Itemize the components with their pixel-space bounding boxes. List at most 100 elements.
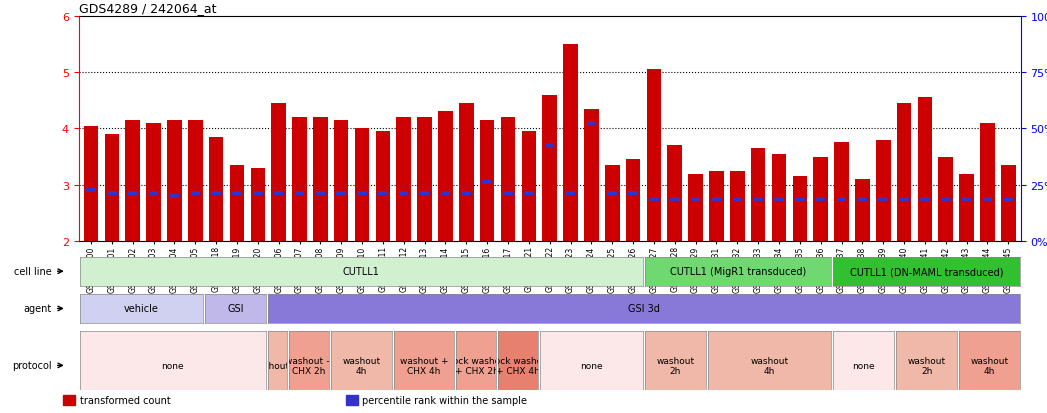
Bar — [346, 395, 358, 405]
Text: washout
2h: washout 2h — [656, 356, 694, 375]
Bar — [438, 112, 452, 242]
Bar — [857, 197, 867, 202]
Text: CUTLL1 (DN-MAML transduced): CUTLL1 (DN-MAML transduced) — [850, 266, 1003, 277]
Bar — [336, 192, 346, 196]
Bar — [271, 104, 286, 242]
Text: cell line: cell line — [15, 266, 52, 277]
Bar — [814, 157, 828, 242]
Bar — [274, 192, 284, 196]
Text: washout +
CHX 4h: washout + CHX 4h — [400, 356, 448, 375]
Bar — [525, 192, 534, 196]
Bar — [191, 192, 200, 196]
Bar — [378, 192, 387, 196]
Bar — [834, 143, 849, 242]
Text: washout
2h: washout 2h — [908, 356, 945, 375]
Bar — [667, 146, 682, 242]
Bar — [816, 197, 825, 202]
Bar — [980, 123, 995, 242]
Bar — [295, 192, 305, 196]
Bar — [626, 160, 641, 242]
Bar — [483, 180, 492, 185]
Bar — [253, 192, 263, 196]
Bar — [837, 197, 846, 202]
Text: washout
4h: washout 4h — [342, 356, 380, 375]
Bar — [521, 132, 536, 242]
Bar — [774, 197, 784, 202]
Bar — [647, 70, 662, 242]
Bar — [542, 95, 557, 242]
Bar — [292, 118, 307, 242]
Bar — [229, 166, 244, 242]
Text: GDS4289 / 242064_at: GDS4289 / 242064_at — [79, 2, 216, 15]
Bar — [480, 121, 494, 242]
Bar — [962, 197, 972, 202]
Bar — [712, 197, 721, 202]
Bar — [691, 197, 700, 202]
Bar — [730, 171, 744, 242]
Bar — [917, 98, 932, 242]
Text: transformed count: transformed count — [80, 395, 171, 405]
Bar — [1004, 197, 1013, 202]
Bar — [628, 192, 638, 196]
Bar — [459, 104, 473, 242]
Bar — [420, 192, 429, 196]
Bar — [688, 174, 703, 242]
Bar — [959, 174, 974, 242]
Bar — [563, 45, 578, 242]
Text: vehicle: vehicle — [124, 304, 159, 314]
Bar — [355, 129, 370, 242]
Text: percentile rank within the sample: percentile rank within the sample — [362, 395, 528, 405]
Bar — [149, 192, 158, 196]
Bar — [941, 197, 951, 202]
Bar — [584, 109, 599, 242]
Bar — [105, 135, 119, 242]
Bar — [500, 118, 515, 242]
Bar — [793, 177, 807, 242]
Text: GSI 3d: GSI 3d — [628, 304, 660, 314]
Text: washout
4h: washout 4h — [971, 356, 1008, 375]
Bar — [315, 192, 326, 196]
Bar — [733, 197, 742, 202]
Bar — [128, 192, 137, 196]
Text: protocol: protocol — [13, 361, 52, 370]
Text: washout +
CHX 2h: washout + CHX 2h — [285, 356, 333, 375]
Text: agent: agent — [24, 304, 52, 314]
Text: CUTLL1: CUTLL1 — [342, 266, 380, 277]
Bar — [899, 197, 909, 202]
Bar — [107, 192, 116, 196]
Text: mock washout
+ CHX 2h: mock washout + CHX 2h — [444, 356, 509, 375]
Bar — [84, 126, 98, 242]
Bar — [754, 197, 763, 202]
Bar — [649, 197, 659, 202]
Bar — [376, 132, 391, 242]
Text: CUTLL1 (MigR1 transduced): CUTLL1 (MigR1 transduced) — [670, 266, 806, 277]
Bar — [462, 192, 471, 196]
Bar — [586, 121, 596, 126]
Bar — [147, 123, 161, 242]
Text: none: none — [852, 361, 875, 370]
Bar — [208, 138, 223, 242]
Bar — [126, 121, 140, 242]
Bar — [855, 180, 870, 242]
Bar — [418, 118, 431, 242]
Bar — [938, 157, 953, 242]
Bar — [86, 189, 95, 193]
Bar — [795, 197, 804, 202]
Bar — [397, 118, 411, 242]
Bar — [250, 169, 265, 242]
Bar — [878, 197, 888, 202]
Bar — [565, 192, 575, 196]
Bar — [983, 197, 993, 202]
Bar — [605, 166, 620, 242]
Bar — [232, 192, 242, 196]
Bar — [211, 192, 221, 196]
Bar — [607, 192, 617, 196]
Bar — [357, 192, 366, 196]
Bar — [876, 140, 891, 242]
Bar — [1001, 166, 1016, 242]
Bar — [709, 171, 723, 242]
Text: GSI: GSI — [227, 304, 244, 314]
Bar — [544, 144, 555, 148]
Text: washout
4h: washout 4h — [751, 356, 788, 375]
Bar — [170, 195, 179, 199]
